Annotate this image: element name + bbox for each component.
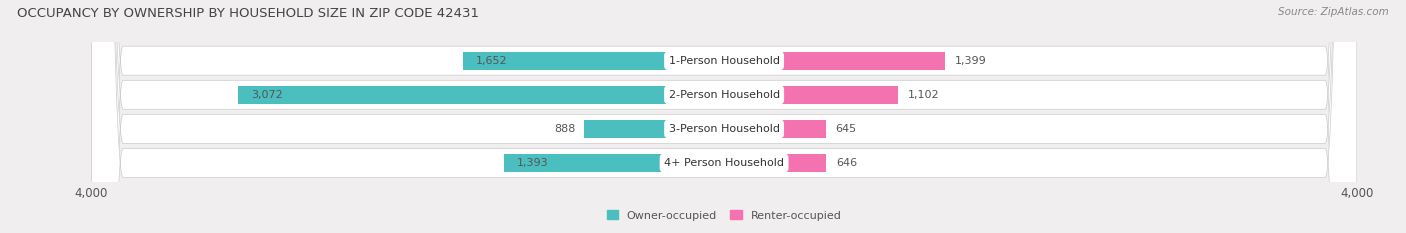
Bar [724, 86, 898, 104]
Legend: Owner-occupied, Renter-occupied: Owner-occupied, Renter-occupied [602, 206, 846, 225]
Bar [503, 154, 724, 172]
Bar [583, 120, 724, 138]
Text: 3-Person Household: 3-Person Household [669, 124, 779, 134]
FancyBboxPatch shape [91, 0, 1357, 233]
Text: 4+ Person Household: 4+ Person Household [664, 158, 785, 168]
Text: OCCUPANCY BY OWNERSHIP BY HOUSEHOLD SIZE IN ZIP CODE 42431: OCCUPANCY BY OWNERSHIP BY HOUSEHOLD SIZE… [17, 7, 479, 20]
Text: 3,072: 3,072 [250, 90, 283, 100]
Text: 1-Person Household: 1-Person Household [669, 56, 779, 66]
Text: 1,399: 1,399 [955, 56, 987, 66]
Text: 888: 888 [554, 124, 575, 134]
Text: 1,393: 1,393 [516, 158, 548, 168]
Text: Source: ZipAtlas.com: Source: ZipAtlas.com [1278, 7, 1389, 17]
Bar [724, 52, 945, 70]
Text: 1,652: 1,652 [475, 56, 508, 66]
Bar [724, 154, 827, 172]
Text: 646: 646 [835, 158, 856, 168]
Text: 1,102: 1,102 [908, 90, 939, 100]
Bar [463, 52, 724, 70]
Bar [238, 86, 724, 104]
FancyBboxPatch shape [91, 0, 1357, 233]
FancyBboxPatch shape [91, 0, 1357, 233]
Bar [724, 120, 827, 138]
Text: 2-Person Household: 2-Person Household [668, 90, 780, 100]
Text: 645: 645 [835, 124, 856, 134]
FancyBboxPatch shape [91, 0, 1357, 233]
